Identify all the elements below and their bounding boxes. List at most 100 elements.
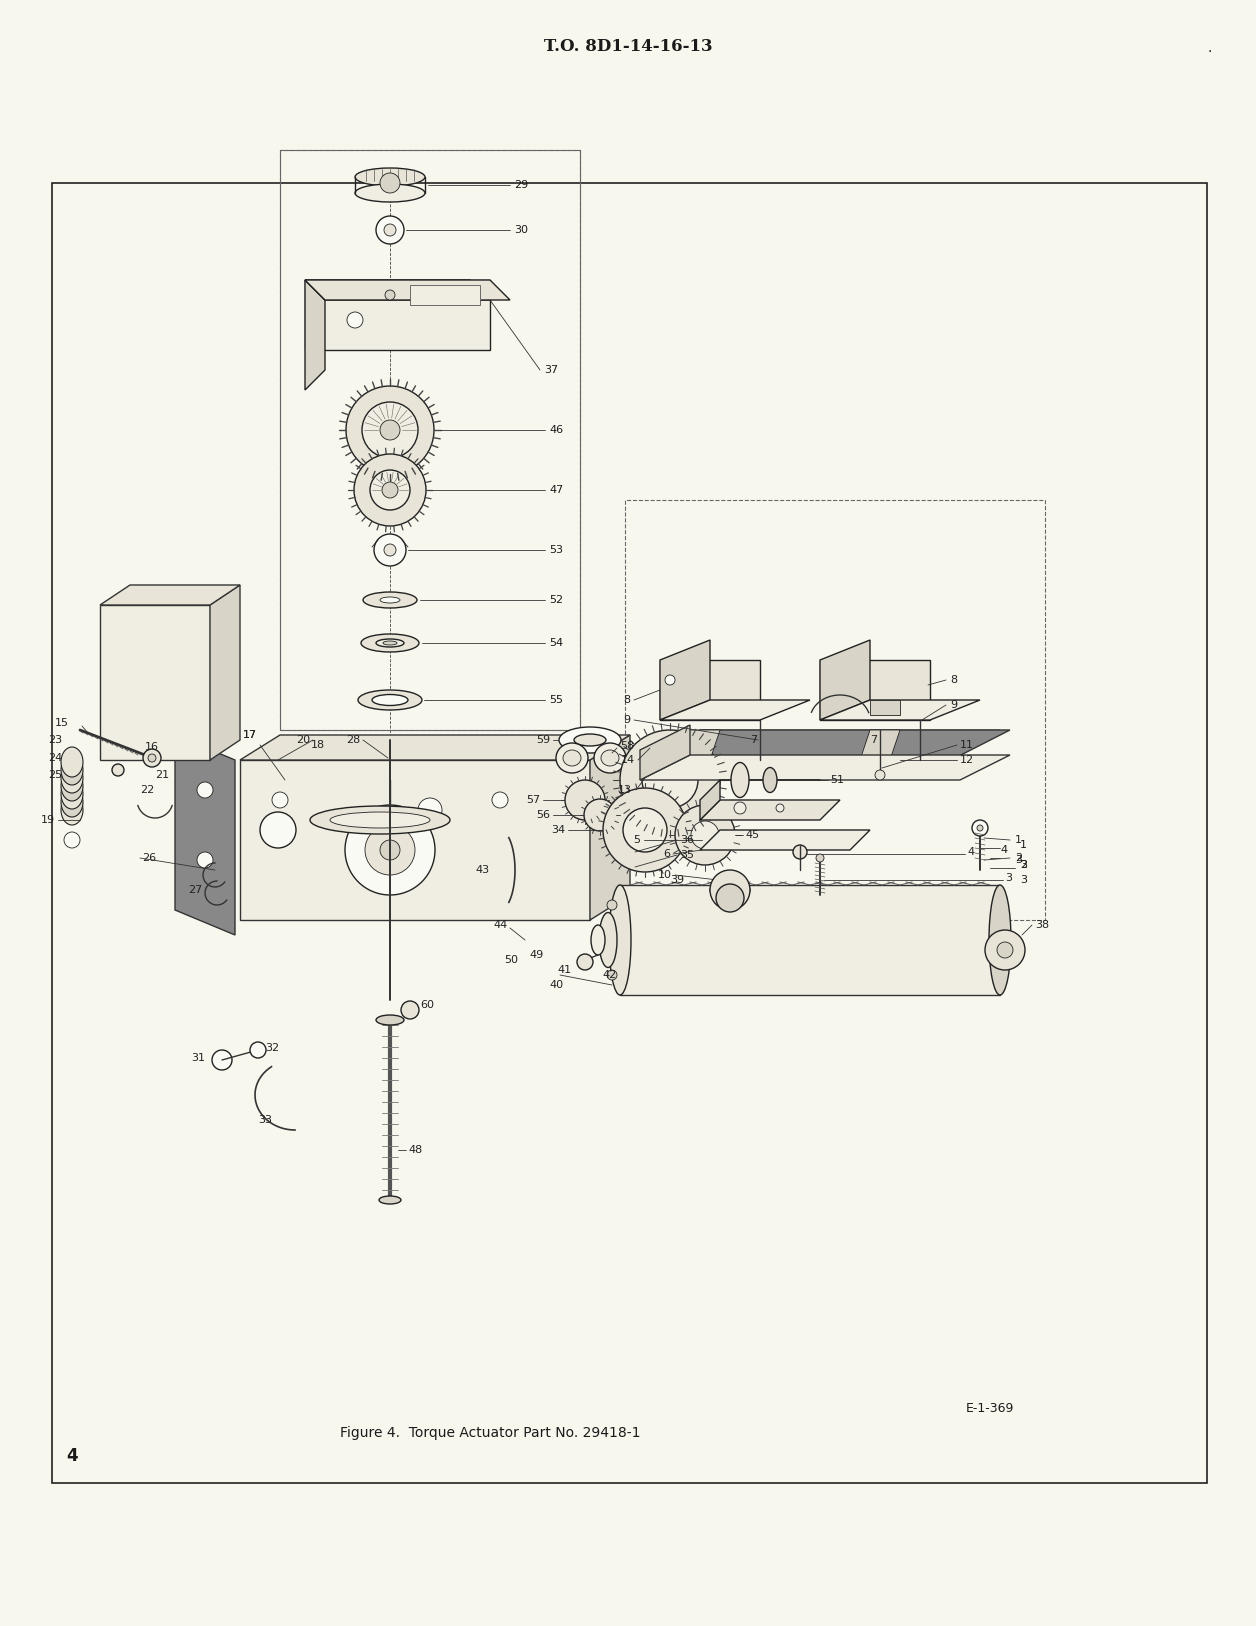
Polygon shape bbox=[100, 585, 240, 605]
Circle shape bbox=[664, 675, 674, 685]
Circle shape bbox=[273, 792, 288, 808]
Text: 50: 50 bbox=[504, 954, 517, 964]
Ellipse shape bbox=[594, 743, 625, 772]
Polygon shape bbox=[820, 660, 929, 720]
Circle shape bbox=[816, 854, 824, 862]
Ellipse shape bbox=[358, 689, 422, 711]
Circle shape bbox=[418, 798, 442, 823]
Circle shape bbox=[642, 751, 698, 808]
Text: 16: 16 bbox=[144, 741, 160, 751]
Polygon shape bbox=[651, 730, 1000, 754]
Circle shape bbox=[972, 820, 988, 836]
Text: 55: 55 bbox=[549, 694, 563, 706]
Text: 15: 15 bbox=[55, 719, 69, 728]
Text: 14: 14 bbox=[620, 754, 636, 764]
Circle shape bbox=[492, 792, 507, 808]
Polygon shape bbox=[820, 701, 980, 720]
Text: 3: 3 bbox=[1020, 875, 1027, 885]
Polygon shape bbox=[641, 725, 690, 780]
Text: 9: 9 bbox=[623, 715, 631, 725]
Polygon shape bbox=[620, 885, 1000, 995]
Text: 48: 48 bbox=[408, 1145, 422, 1154]
Circle shape bbox=[250, 1042, 266, 1059]
Text: 34: 34 bbox=[551, 824, 565, 836]
Ellipse shape bbox=[563, 750, 582, 766]
Ellipse shape bbox=[556, 743, 588, 772]
Text: 27: 27 bbox=[188, 885, 202, 894]
Circle shape bbox=[365, 824, 414, 875]
Ellipse shape bbox=[599, 912, 617, 967]
Circle shape bbox=[345, 805, 435, 894]
Ellipse shape bbox=[310, 806, 450, 834]
Circle shape bbox=[371, 470, 409, 511]
Circle shape bbox=[384, 224, 396, 236]
Circle shape bbox=[584, 798, 615, 831]
Text: 4: 4 bbox=[67, 1447, 78, 1465]
Circle shape bbox=[793, 846, 808, 859]
Circle shape bbox=[997, 941, 1014, 958]
Polygon shape bbox=[240, 735, 631, 759]
Polygon shape bbox=[820, 641, 870, 720]
Ellipse shape bbox=[372, 694, 408, 706]
Circle shape bbox=[381, 420, 399, 441]
Circle shape bbox=[197, 782, 214, 798]
Circle shape bbox=[381, 841, 399, 860]
Text: 60: 60 bbox=[420, 1000, 435, 1010]
Ellipse shape bbox=[62, 763, 83, 793]
Ellipse shape bbox=[376, 639, 404, 647]
Text: 53: 53 bbox=[549, 545, 563, 554]
Ellipse shape bbox=[62, 746, 83, 777]
Ellipse shape bbox=[988, 885, 1011, 995]
Polygon shape bbox=[651, 740, 950, 759]
Text: 4: 4 bbox=[1000, 846, 1007, 855]
Text: 3: 3 bbox=[1005, 873, 1012, 883]
Text: 25: 25 bbox=[48, 771, 62, 780]
Text: 30: 30 bbox=[514, 224, 528, 236]
Polygon shape bbox=[679, 730, 720, 759]
Circle shape bbox=[260, 811, 296, 849]
Circle shape bbox=[710, 870, 750, 911]
Polygon shape bbox=[240, 759, 590, 920]
Circle shape bbox=[112, 764, 124, 776]
Polygon shape bbox=[409, 285, 480, 306]
Ellipse shape bbox=[383, 641, 397, 646]
Text: 1: 1 bbox=[1020, 841, 1027, 850]
Text: 40: 40 bbox=[549, 980, 563, 990]
Polygon shape bbox=[305, 280, 490, 350]
Text: 26: 26 bbox=[142, 854, 156, 863]
Text: 32: 32 bbox=[265, 1042, 279, 1054]
Circle shape bbox=[623, 808, 667, 852]
Ellipse shape bbox=[62, 787, 83, 816]
Circle shape bbox=[875, 771, 885, 780]
Ellipse shape bbox=[62, 795, 83, 824]
Text: 58: 58 bbox=[620, 741, 634, 751]
Text: 2: 2 bbox=[1020, 860, 1027, 870]
Ellipse shape bbox=[62, 779, 83, 810]
Text: 9: 9 bbox=[950, 701, 957, 711]
Polygon shape bbox=[305, 280, 490, 301]
Text: T.O. 8D1-14-16-13: T.O. 8D1-14-16-13 bbox=[544, 37, 712, 55]
Text: 43: 43 bbox=[476, 865, 490, 875]
Polygon shape bbox=[700, 829, 870, 850]
Polygon shape bbox=[305, 280, 325, 390]
Text: 7: 7 bbox=[750, 735, 757, 745]
Circle shape bbox=[347, 312, 363, 328]
Circle shape bbox=[212, 1050, 232, 1070]
Circle shape bbox=[620, 730, 720, 829]
Circle shape bbox=[345, 385, 435, 475]
Text: 18: 18 bbox=[311, 740, 325, 750]
Text: 4: 4 bbox=[967, 847, 975, 857]
Text: 17: 17 bbox=[242, 730, 257, 740]
Ellipse shape bbox=[574, 733, 605, 746]
Circle shape bbox=[607, 901, 617, 911]
Ellipse shape bbox=[360, 634, 420, 652]
Ellipse shape bbox=[355, 184, 425, 202]
Text: 10: 10 bbox=[658, 870, 672, 880]
Text: 5: 5 bbox=[633, 836, 641, 846]
Circle shape bbox=[577, 954, 593, 971]
Text: 57: 57 bbox=[526, 795, 540, 805]
Circle shape bbox=[776, 803, 784, 811]
Text: 7: 7 bbox=[870, 735, 877, 745]
Ellipse shape bbox=[731, 763, 749, 797]
Text: 12: 12 bbox=[960, 754, 975, 764]
